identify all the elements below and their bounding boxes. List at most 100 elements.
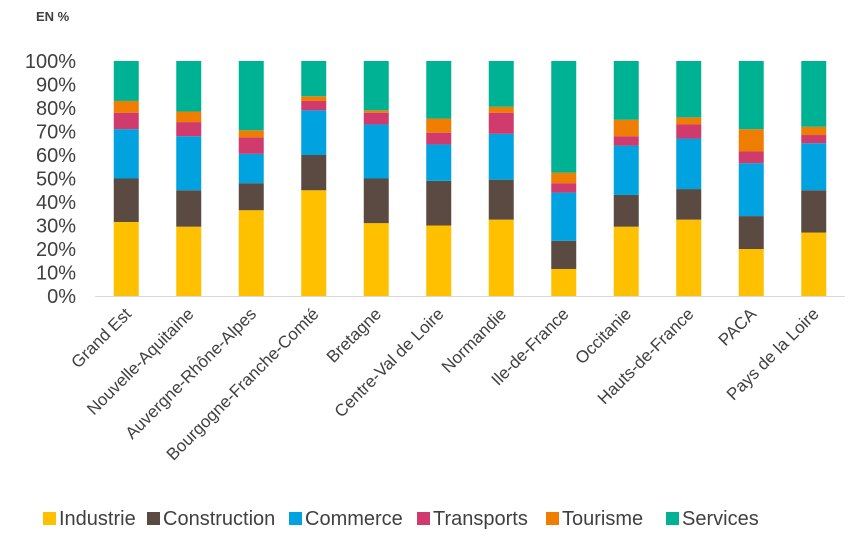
bar-segment-commerce [488,133,514,180]
bar-segment-construction [801,190,827,233]
bar-segment-services [426,61,452,119]
bar-segment-tourisme [801,126,827,136]
bar-segment-transports [238,137,264,154]
y-tick-label: 90% [36,75,76,97]
bar-segment-industrie [551,268,577,296]
x-tick-label: Centre-Val de Loire [331,304,448,421]
bar-segment-services [113,61,139,101]
y-tick-label: 40% [36,192,76,214]
legend-label-commerce: Commerce [305,508,403,530]
bar-segment-commerce [176,136,202,191]
bar-segment-industrie [301,190,327,296]
bar-segment-tourisme [363,110,389,113]
x-tick-label: Occitanie [572,304,636,368]
bar-segment-commerce [613,145,639,195]
bar-segment-services [676,61,702,118]
bar-segment-construction [426,180,452,226]
bar-segment-tourisme [426,118,452,133]
legend-label-tourisme: Tourisme [562,508,643,530]
bar-segment-tourisme [738,129,764,152]
bar-segment-transports [301,100,327,111]
legend-swatch-industrie [43,512,56,525]
bar-segment-construction [238,183,264,211]
legend-label-construction: Construction [163,508,275,530]
legend-swatch-commerce [289,512,302,525]
bar-segment-services [488,61,514,107]
bar-segment-transports [801,135,827,144]
bar-segment-services [238,61,264,131]
unit-label: EN % [36,9,70,24]
bar-segment-commerce [801,143,827,191]
bar-segment-construction [363,178,389,224]
bar-segment-commerce [113,129,139,179]
legend-label-services: Services [682,508,759,530]
bar-segment-construction [113,178,139,222]
y-tick-label: 20% [36,239,76,261]
bar-segment-transports [113,112,139,130]
y-tick-label: 0% [47,286,76,308]
legend-swatch-construction [147,512,160,525]
bar-segment-commerce [238,153,264,184]
bar-segment-construction [176,190,202,227]
y-tick-label: 70% [36,122,76,144]
bar-segment-commerce [301,110,327,155]
legend-swatch-transports [417,512,430,525]
bar-segment-industrie [676,219,702,296]
legend-swatch-services [666,512,679,525]
bar-segment-services [363,61,389,111]
bar-segment-tourisme [551,172,577,184]
bar-segment-industrie [738,249,764,296]
bar-segment-transports [488,112,514,134]
bar-segment-industrie [801,232,827,296]
bar-segment-industrie [363,223,389,296]
bar-segment-industrie [113,221,139,296]
y-tick-label: 80% [36,98,76,120]
legend-label-transports: Transports [433,508,528,530]
bar-segment-tourisme [113,100,139,113]
bar-segment-services [551,61,577,173]
y-tick-label: 100% [25,51,76,73]
y-tick-label: 10% [36,263,76,285]
bar-segment-transports [738,151,764,164]
bar-segment-services [738,61,764,130]
bar-segment-transports [363,112,389,125]
bar-segment-services [801,61,827,127]
bar-segment-construction [738,216,764,249]
bar-segment-industrie [613,226,639,296]
x-tick-label: Bretagne [323,304,385,366]
x-tick-label: Nouvelle-Aquitaine [83,304,197,418]
bar-segment-transports [426,132,452,145]
bar-segment-services [176,61,202,112]
bar-segment-tourisme [176,111,202,123]
bar-segment-transports [551,183,577,193]
bar-segment-transports [176,122,202,137]
bar-segment-construction [551,240,577,269]
bar-segment-industrie [176,226,202,296]
bar-segment-industrie [238,210,264,296]
bar-segment-construction [613,194,639,227]
bar-segment-commerce [738,163,764,217]
bar-segment-construction [488,179,514,220]
bar-segment-tourisme [238,130,264,138]
bar-segment-tourisme [613,119,639,137]
bar-segment-construction [301,155,327,191]
bar-segment-commerce [363,124,389,179]
bar-segment-industrie [426,225,452,296]
bar-segment-tourisme [676,117,702,125]
legend-label-industrie: Industrie [59,508,136,530]
x-tick-label: Grand Est [68,304,136,372]
bar-segment-construction [676,189,702,220]
bar-segment-transports [613,136,639,146]
y-tick-label: 60% [36,145,76,167]
bar-segment-tourisme [488,106,514,113]
bar-segment-transports [676,124,702,139]
y-tick-label: 50% [36,169,76,191]
bar-segment-services [301,61,327,97]
x-tick-label: PACA [715,304,761,350]
bar-segment-commerce [551,192,577,241]
y-tick-label: 30% [36,216,76,238]
bar-segment-commerce [426,144,452,181]
bar-segment-tourisme [301,96,327,101]
bar-segment-industrie [488,219,514,296]
